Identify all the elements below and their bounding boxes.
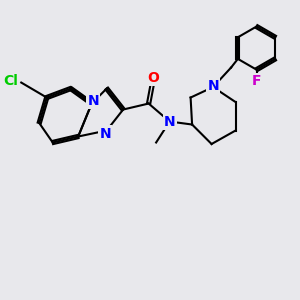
Text: Cl: Cl	[3, 74, 18, 88]
Text: N: N	[164, 115, 176, 128]
Text: O: O	[147, 71, 159, 85]
Text: F: F	[252, 74, 261, 88]
Text: N: N	[207, 79, 219, 93]
Text: N: N	[99, 127, 111, 140]
Text: N: N	[87, 94, 99, 107]
